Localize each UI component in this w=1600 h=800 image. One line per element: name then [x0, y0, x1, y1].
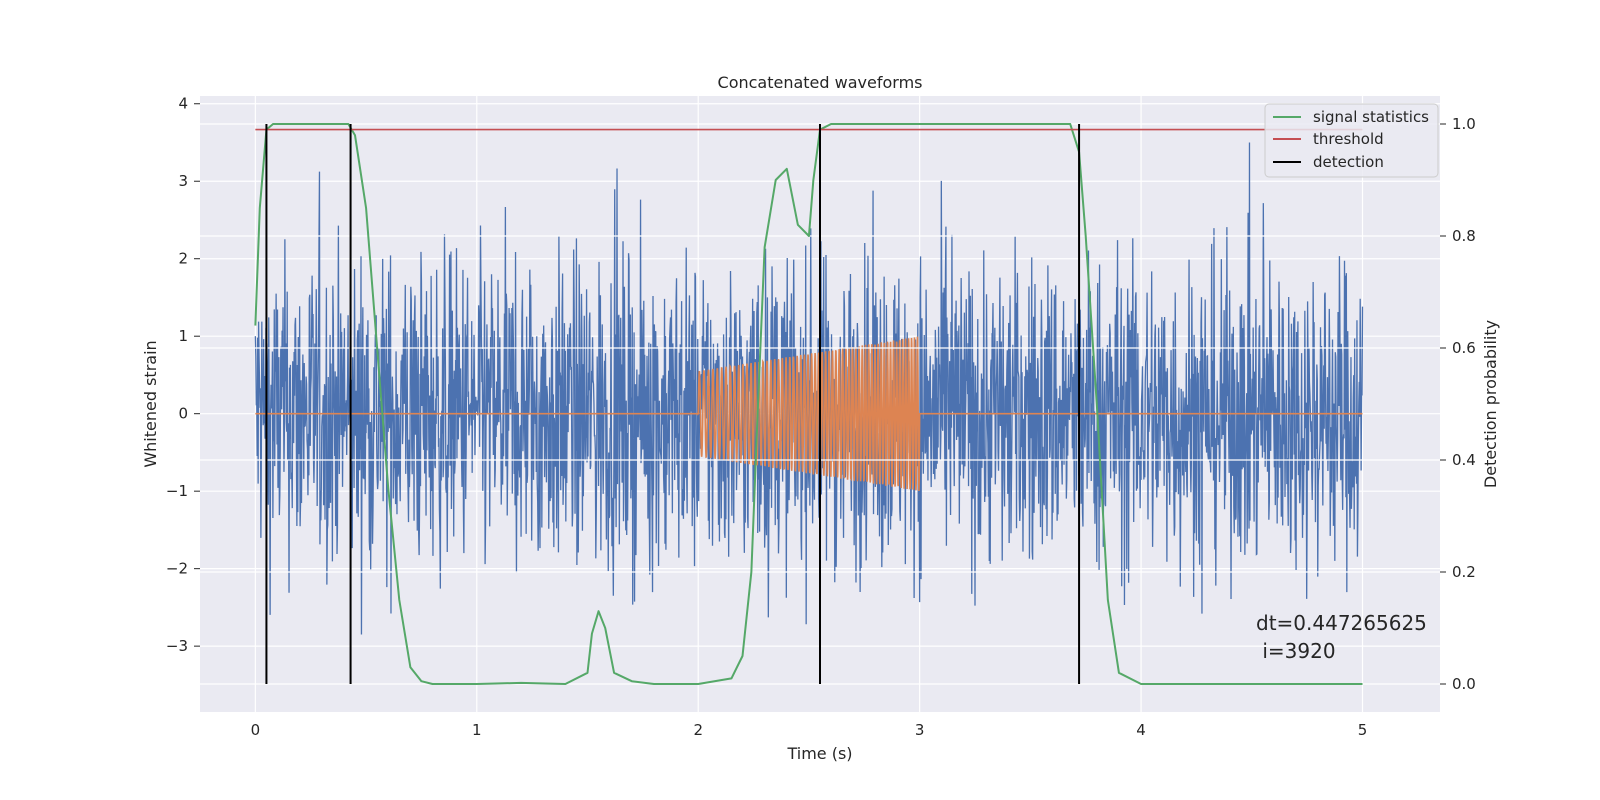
y2-tick-label: 1.0 [1452, 115, 1476, 133]
right-axis-label: Detection probability [1481, 320, 1500, 488]
annotation-line-2: i=3920 [1256, 639, 1336, 663]
y2-tick-label: 0.4 [1452, 451, 1476, 469]
y2-tick-label: 0.0 [1452, 675, 1476, 693]
y-tick-label: 4 [178, 95, 188, 113]
y-tick-label: 3 [178, 172, 188, 190]
x-tick-label: 0 [251, 721, 261, 739]
annotation-line-1: dt=0.447265625 [1256, 611, 1427, 635]
legend-label-threshold: threshold [1313, 130, 1384, 148]
x-tick-label: 1 [472, 721, 482, 739]
detection-series [265, 124, 1081, 684]
x-axis-ticks: 0 1 2 3 4 5 [251, 721, 1368, 739]
y2-tick-label: 0.2 [1452, 563, 1476, 581]
chirp-line [255, 336, 1363, 492]
y2-tick-label: 0.8 [1452, 227, 1476, 245]
right-axis-ticks: 0.0 0.2 0.4 0.6 0.8 1.0 [1440, 115, 1476, 693]
y-axis-label: Whitened strain [141, 340, 160, 467]
chart-title: Concatenated waveforms [718, 73, 923, 92]
y-axis-ticks: −3 −2 −1 0 1 2 3 4 [166, 95, 200, 655]
x-tick-label: 5 [1358, 721, 1368, 739]
x-tick-label: 2 [693, 721, 703, 739]
y-tick-label: −3 [166, 637, 188, 655]
y-tick-label: −1 [166, 482, 188, 500]
legend-label-signal-statistics: signal statistics [1313, 108, 1429, 126]
chirp-series [255, 336, 1363, 492]
x-tick-label: 3 [915, 721, 925, 739]
x-tick-label: 4 [1136, 721, 1146, 739]
y-tick-label: −2 [166, 560, 188, 578]
y-tick-label: 1 [178, 327, 188, 345]
signal-statistics-series [254, 123, 1363, 685]
legend-box [1264, 103, 1439, 178]
y-tick-label: 0 [178, 405, 188, 423]
x-axis-label: Time (s) [786, 744, 852, 763]
signal-statistics-line [254, 123, 1363, 685]
legend-label-detection: detection [1313, 153, 1384, 171]
legend: signal statistics threshold detection [1264, 103, 1439, 178]
y-tick-label: 2 [178, 250, 188, 268]
y2-tick-label: 0.6 [1452, 339, 1476, 357]
